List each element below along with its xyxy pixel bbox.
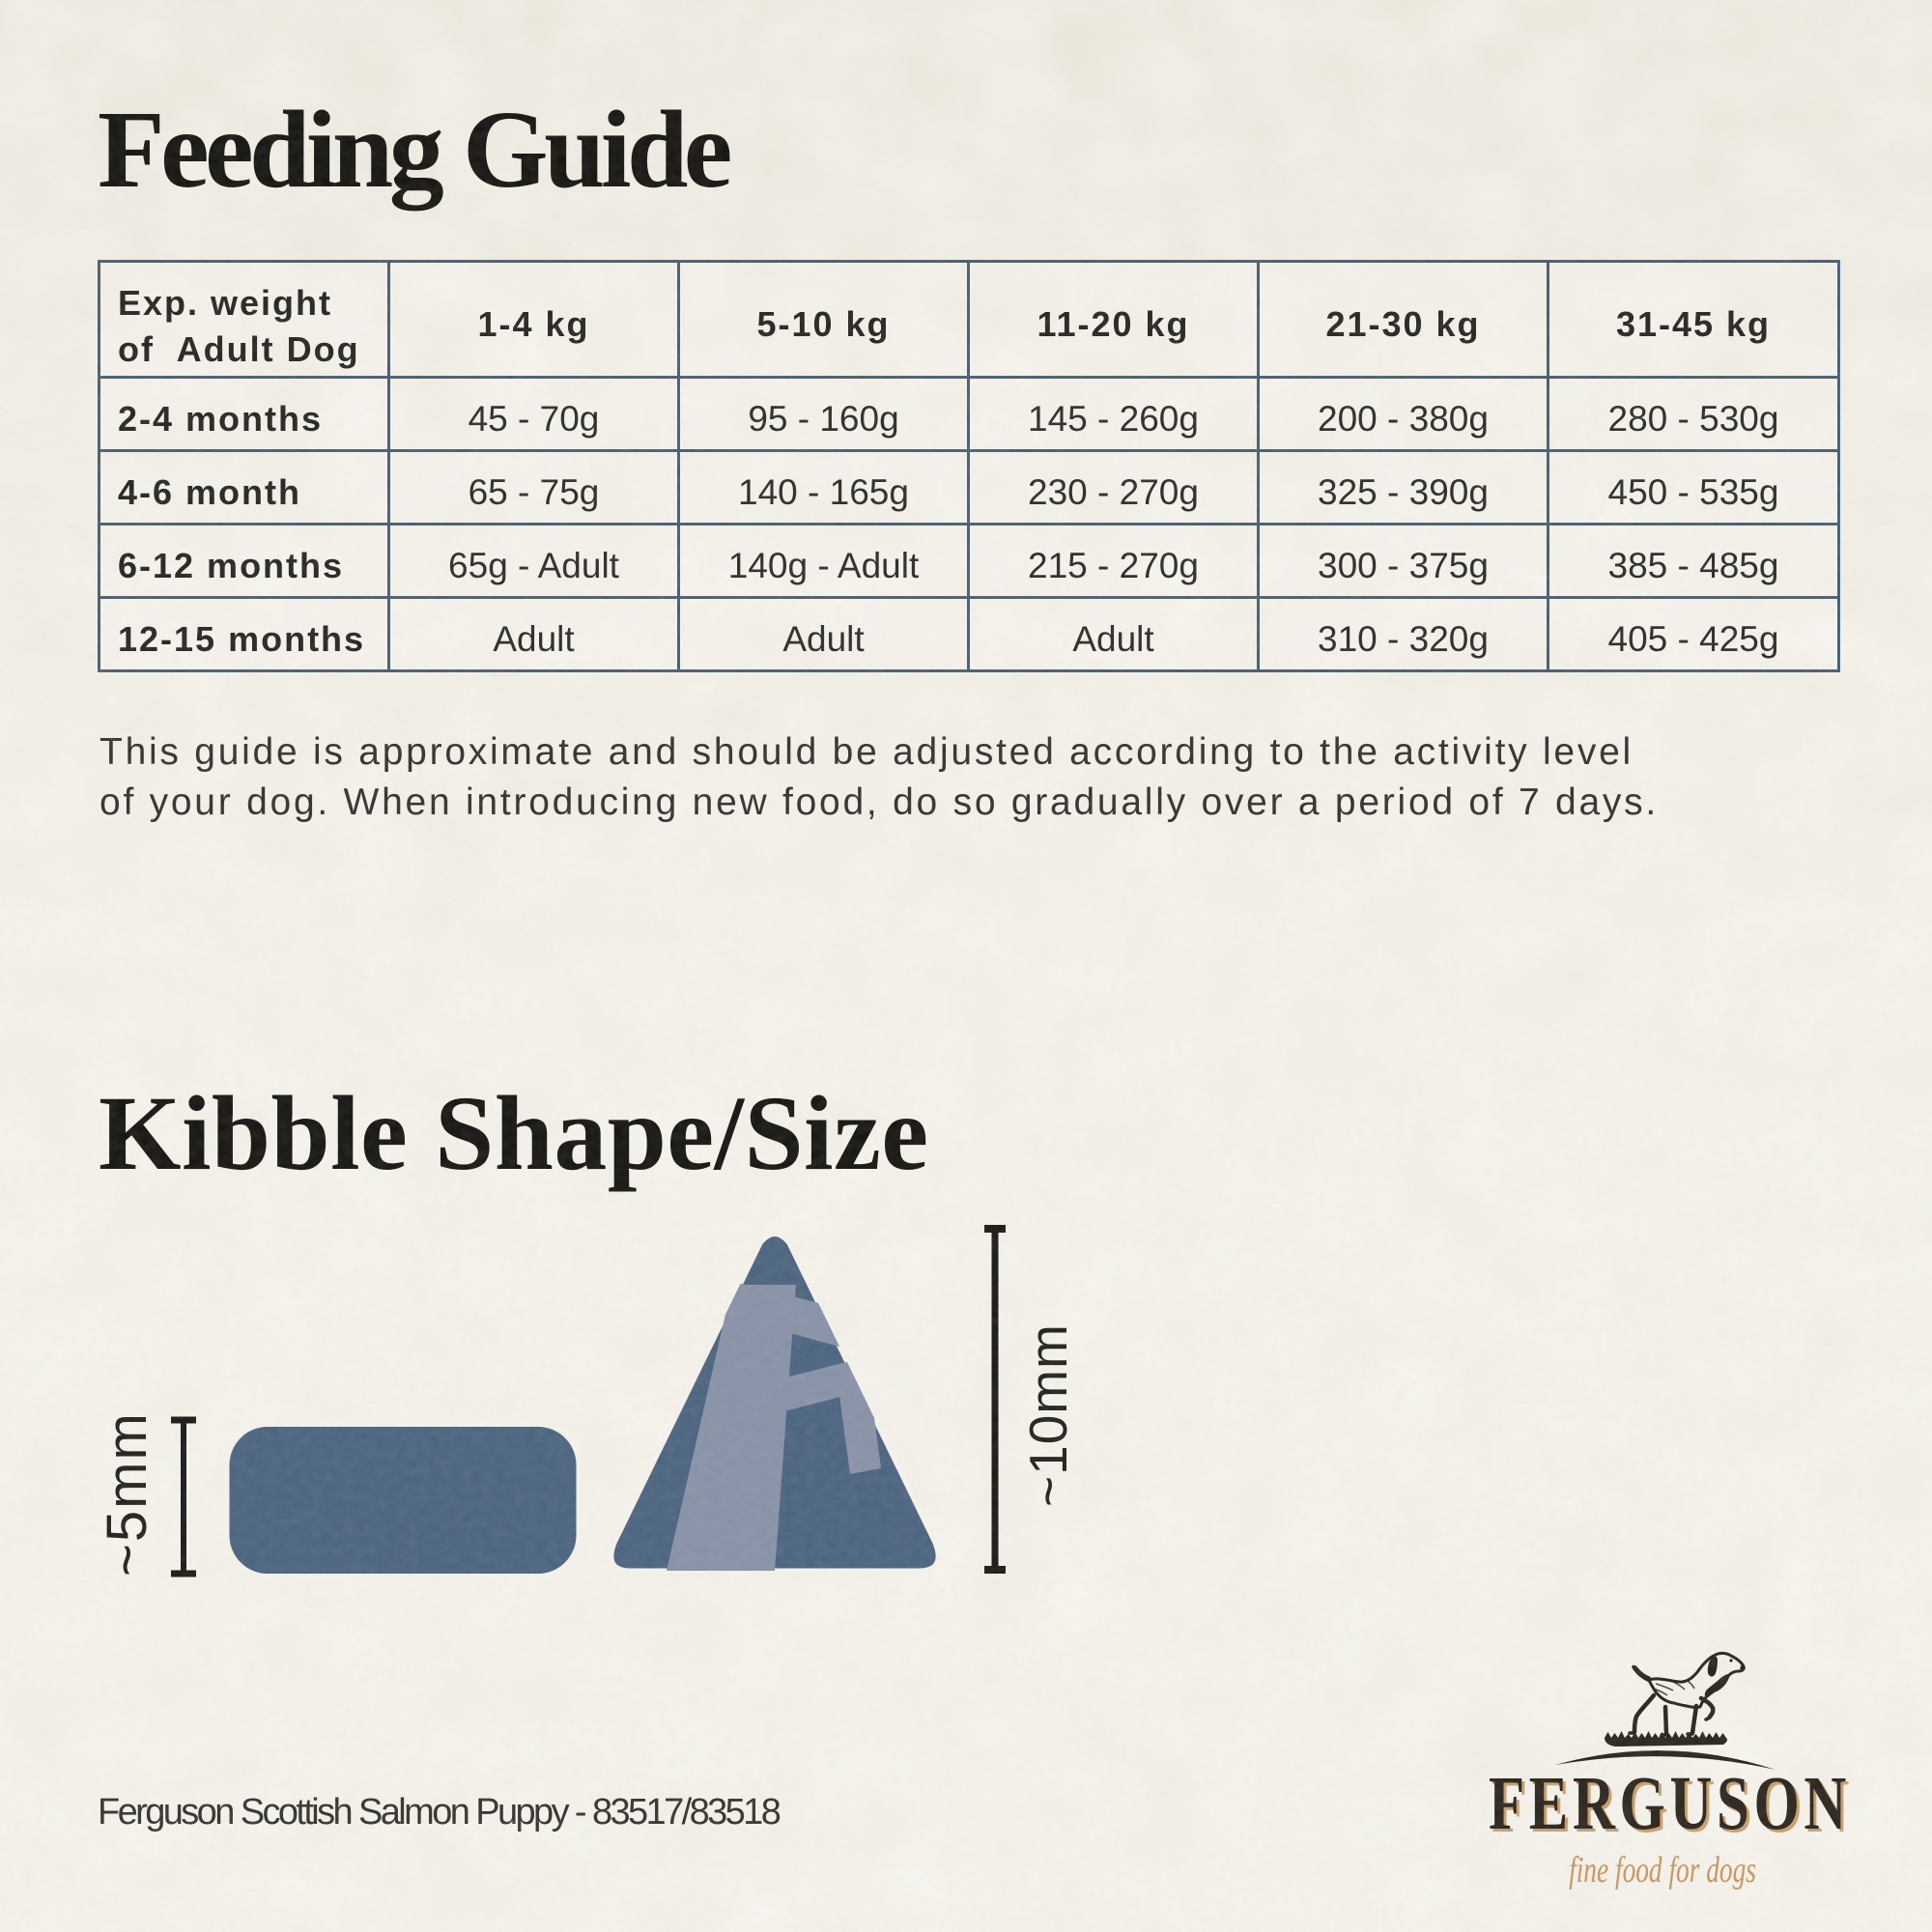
svg-text:fine food for dogs: fine food for dogs <box>1569 1850 1756 1890</box>
svg-text:~10mm: ~10mm <box>1018 1323 1078 1507</box>
svg-text:FERGUSON: FERGUSON <box>1489 1762 1851 1846</box>
svg-text:~5mm: ~5mm <box>96 1411 158 1577</box>
